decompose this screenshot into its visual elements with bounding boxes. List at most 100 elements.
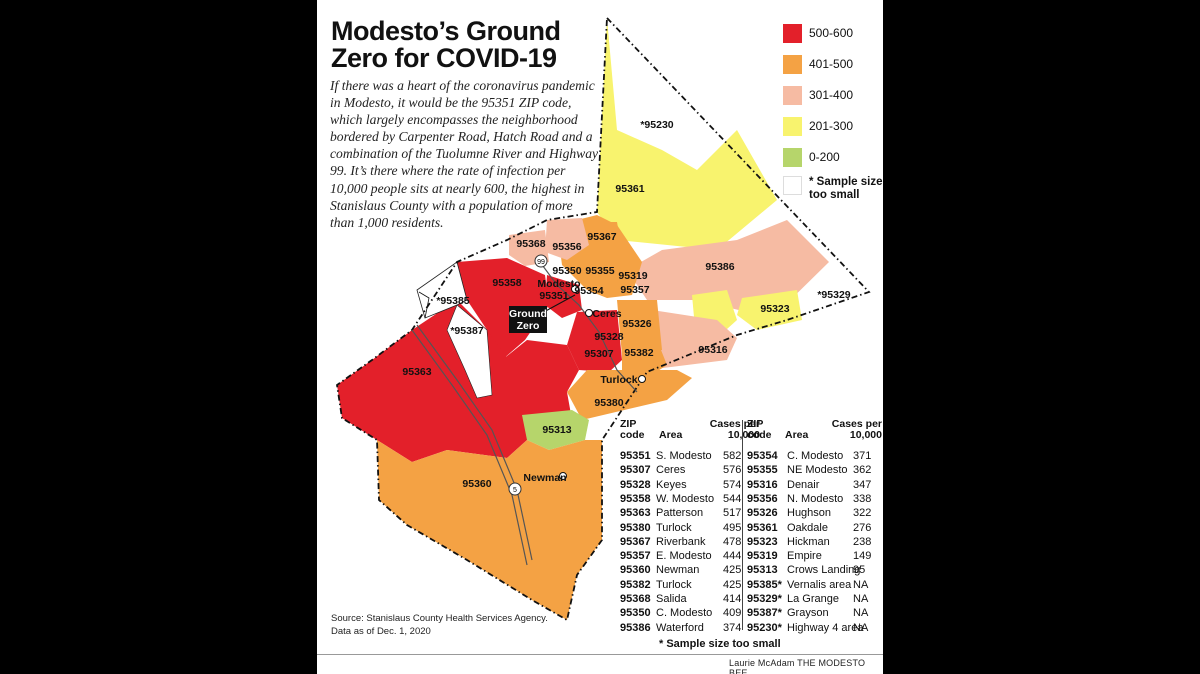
zip-cell: 95363 bbox=[620, 507, 651, 520]
table-header-cases: Cases per 10,000 bbox=[709, 418, 760, 441]
area-cell: Grayson bbox=[787, 607, 829, 620]
county-border bbox=[336, 17, 871, 622]
cases-cell: 425 bbox=[723, 564, 742, 577]
zip-cell: 95323 bbox=[747, 535, 778, 548]
cases-cell: 322 bbox=[853, 507, 872, 520]
title-line-1: Modesto’s Ground bbox=[331, 16, 561, 46]
zip-label: 95356 bbox=[552, 241, 581, 253]
highway-5 bbox=[416, 324, 533, 561]
zone-95360 bbox=[377, 440, 602, 620]
cases-cell: 478 bbox=[723, 535, 742, 548]
zip-label: 95363 bbox=[402, 366, 431, 378]
zip-cell: 95230* bbox=[747, 621, 782, 634]
city-dot-turlock bbox=[638, 375, 646, 383]
zone-95307 bbox=[567, 310, 622, 372]
zip-cell: 95367 bbox=[620, 535, 651, 548]
city-label-newman: Newman bbox=[523, 472, 566, 484]
zone-95361 bbox=[597, 18, 777, 250]
legend-item: 0-200 bbox=[783, 148, 883, 168]
zip-label: 95326 bbox=[622, 318, 651, 330]
table-header-area: Area bbox=[659, 429, 683, 441]
cases-cell: 495 bbox=[723, 521, 742, 534]
cases-cell: 544 bbox=[723, 492, 742, 505]
zip-cell: 95355 bbox=[747, 464, 778, 477]
table-header-zip: ZIP code bbox=[620, 418, 645, 441]
cases-cell: 444 bbox=[723, 550, 742, 563]
cases-cell: NA bbox=[853, 593, 869, 605]
zip-cell: 95387* bbox=[747, 607, 782, 620]
zip-cell: 95357 bbox=[620, 550, 651, 563]
legend-label: 201-300 bbox=[809, 119, 854, 133]
area-cell: Turlock bbox=[656, 521, 692, 534]
area-cell: Highway 4 area bbox=[787, 621, 864, 634]
area-cell: W. Modesto bbox=[656, 492, 715, 505]
table-row: 95313 Crows Landing 95 bbox=[747, 564, 877, 578]
legend-swatch bbox=[783, 24, 802, 43]
cases-cell: 338 bbox=[853, 492, 872, 505]
highway-99 bbox=[536, 257, 638, 393]
table-row: 95386 Waterford 374 bbox=[620, 622, 750, 636]
legend-swatch bbox=[783, 86, 802, 105]
table-row: 95380 Turlock 495 bbox=[620, 522, 750, 536]
zip-cell: 95358 bbox=[620, 492, 651, 505]
table-row: 95356 N. Modesto 338 bbox=[747, 493, 877, 507]
zone-95356 bbox=[545, 218, 589, 260]
zone-95380 bbox=[567, 370, 692, 420]
table-row: 95319 Empire 149 bbox=[747, 550, 877, 564]
cases-cell: 149 bbox=[853, 550, 872, 563]
area-cell: Hughson bbox=[787, 507, 832, 520]
zip-cell: 95319 bbox=[747, 550, 778, 563]
area-cell: Newman bbox=[656, 564, 700, 577]
zone-red-strip bbox=[502, 340, 579, 420]
table-row: 95382 Turlock 425 bbox=[620, 579, 750, 593]
title-line-2: Zero for COVID-19 bbox=[331, 43, 557, 73]
area-cell: Salida bbox=[656, 593, 687, 605]
area-cell: Ceres bbox=[656, 464, 686, 477]
zip-label: *95385 bbox=[436, 295, 469, 307]
area-cell: Crows Landing bbox=[787, 564, 861, 577]
zip-cell: 95354 bbox=[747, 450, 778, 462]
table-row: 95360 Newman 425 bbox=[620, 564, 750, 578]
zip-label: 95328 bbox=[594, 331, 623, 343]
area-cell: Empire bbox=[787, 550, 822, 563]
zip-label: 95351 bbox=[539, 290, 568, 302]
zip-cell: 95351 bbox=[620, 450, 651, 462]
photo-credit: Laurie McAdam THE MODESTO BEE bbox=[729, 658, 866, 674]
area-cell: C. Modesto bbox=[656, 607, 713, 620]
zip-label: 95323 bbox=[760, 303, 789, 315]
table-row: 95316 Denair 347 bbox=[747, 479, 877, 493]
table-row: 95358 W. Modesto 544 bbox=[620, 493, 750, 507]
zip-label: 95307 bbox=[584, 348, 613, 360]
city-label-ceres: Ceres bbox=[592, 308, 621, 320]
svg-text:99: 99 bbox=[537, 259, 545, 266]
area-cell: S. Modesto bbox=[656, 450, 712, 462]
cases-cell: 362 bbox=[853, 464, 872, 477]
cases-cell: 517 bbox=[723, 507, 742, 520]
zip-cell: 95385* bbox=[747, 578, 782, 591]
zip-label: 95358 bbox=[492, 277, 521, 289]
table-header-cases: Cases per 10,000 bbox=[831, 418, 882, 441]
zone-95358 bbox=[457, 258, 549, 360]
svg-text:5: 5 bbox=[513, 487, 517, 494]
cases-cell: NA bbox=[853, 578, 869, 591]
zip-label: 95357 bbox=[620, 284, 649, 296]
table-row: 95329* La Grange NA bbox=[747, 593, 877, 607]
city-dot-newman bbox=[559, 472, 567, 480]
zip-label: 95386 bbox=[705, 261, 734, 273]
cases-cell: 276 bbox=[853, 521, 872, 534]
zip-cell: 95326 bbox=[747, 507, 778, 520]
ground-zero-callout: Ground Zero bbox=[509, 294, 576, 333]
cases-cell: 414 bbox=[723, 593, 742, 605]
table-row: 95385* Vernalis area NA bbox=[747, 579, 877, 593]
area-cell: NE Modesto bbox=[787, 464, 848, 477]
zip-label: 95380 bbox=[594, 397, 623, 409]
legend-item: 500-600 bbox=[783, 24, 883, 44]
area-cell: E. Modesto bbox=[656, 550, 712, 563]
legend-swatch bbox=[783, 117, 802, 136]
zip-label: *95387 bbox=[450, 325, 483, 337]
cases-cell: 347 bbox=[853, 478, 872, 491]
table-row: 95363 Patterson 517 bbox=[620, 507, 750, 521]
area-cell: Hickman bbox=[787, 535, 830, 548]
zip-cell: 95316 bbox=[747, 478, 778, 491]
legend-label: 401-500 bbox=[809, 57, 854, 71]
